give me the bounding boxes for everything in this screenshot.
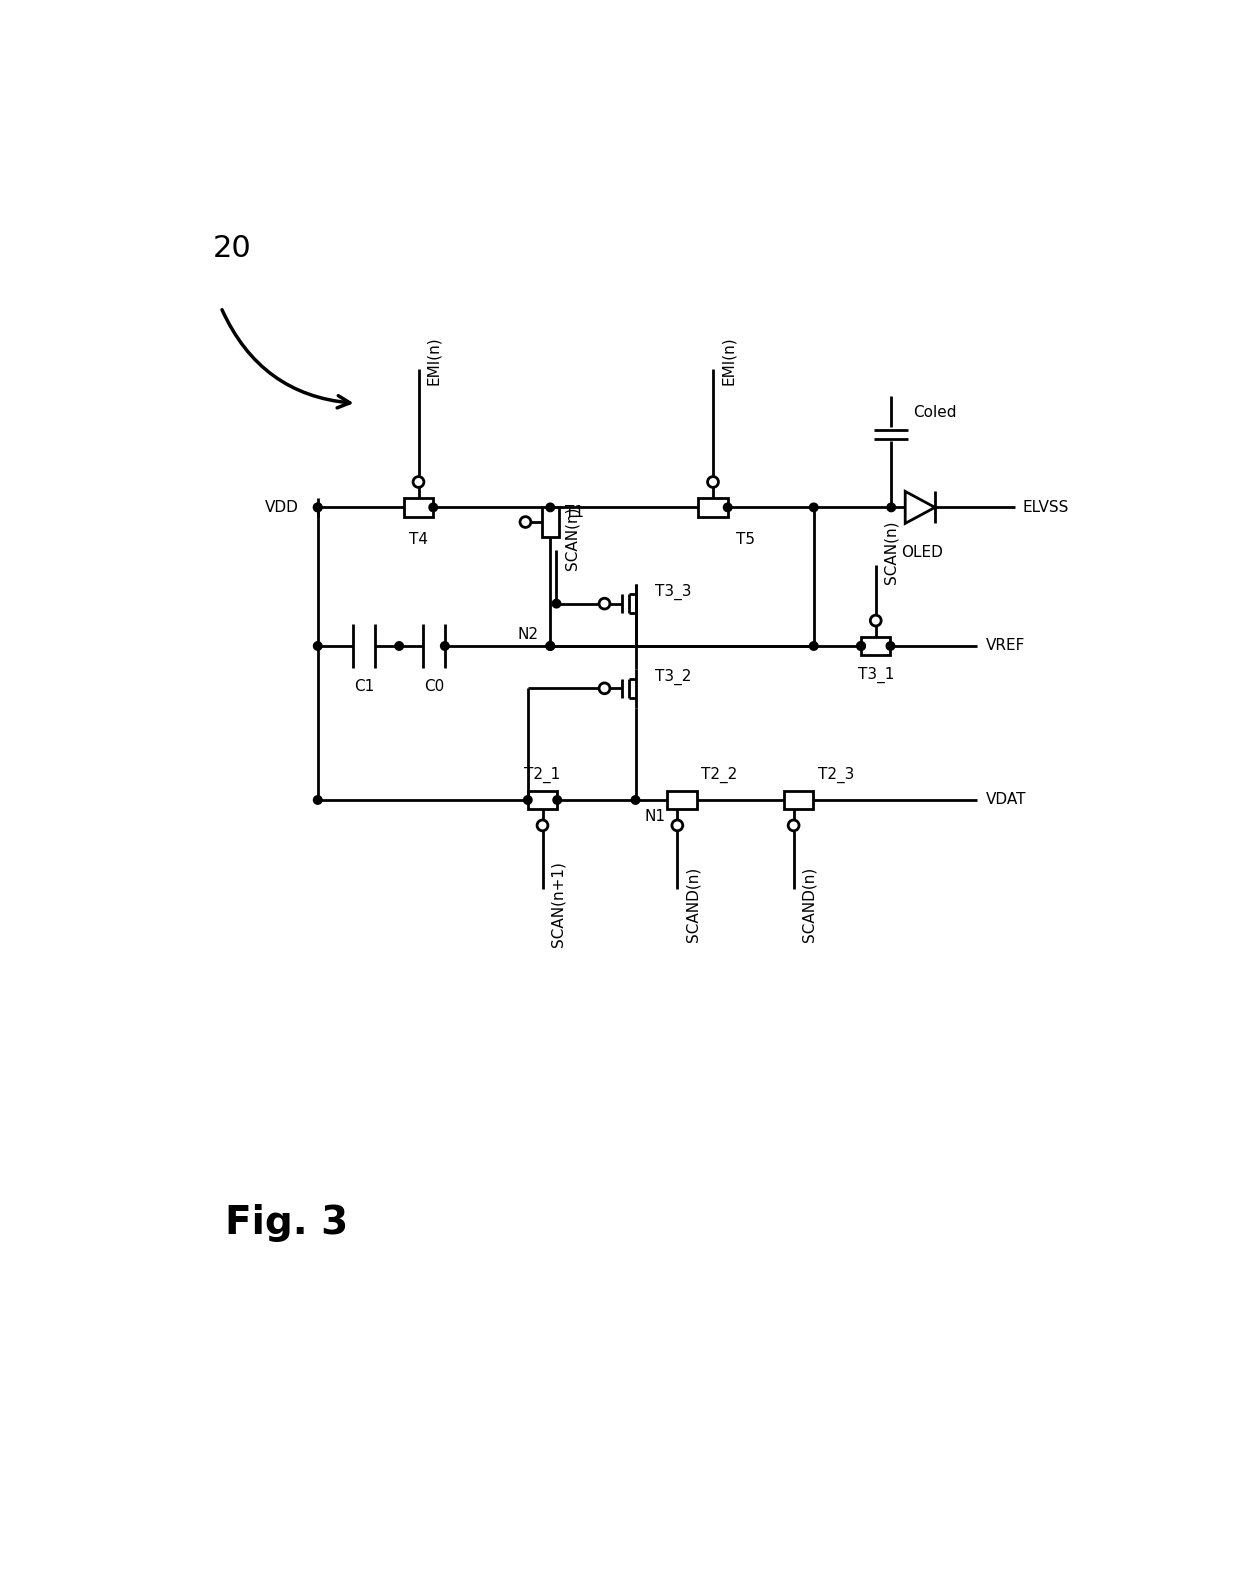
Text: VREF: VREF xyxy=(986,638,1025,654)
Text: SCAND(n): SCAND(n) xyxy=(801,867,816,942)
Bar xyxy=(667,791,697,810)
Circle shape xyxy=(857,641,866,651)
Bar xyxy=(542,508,559,536)
Text: N2: N2 xyxy=(517,627,538,641)
Circle shape xyxy=(429,503,438,512)
Text: EMI(n): EMI(n) xyxy=(427,337,441,385)
Text: SCAN(n): SCAN(n) xyxy=(564,506,579,570)
Circle shape xyxy=(887,641,895,651)
Circle shape xyxy=(546,503,554,512)
Circle shape xyxy=(810,641,818,651)
Circle shape xyxy=(537,819,548,831)
Circle shape xyxy=(546,641,554,651)
Circle shape xyxy=(870,616,882,625)
Bar xyxy=(698,498,728,517)
Text: EMI(n): EMI(n) xyxy=(720,337,735,385)
Circle shape xyxy=(546,641,554,651)
Circle shape xyxy=(553,796,562,803)
Text: T2_3: T2_3 xyxy=(817,767,854,783)
Circle shape xyxy=(599,683,610,694)
Circle shape xyxy=(523,796,532,803)
Circle shape xyxy=(440,641,449,651)
Text: SCAND(n): SCAND(n) xyxy=(684,867,701,942)
Text: SCAN(n): SCAN(n) xyxy=(883,520,899,584)
FancyArrowPatch shape xyxy=(222,310,350,407)
Circle shape xyxy=(631,796,640,803)
Circle shape xyxy=(314,503,322,512)
Circle shape xyxy=(723,503,732,512)
Text: VDD: VDD xyxy=(264,500,299,515)
Circle shape xyxy=(672,819,683,831)
Circle shape xyxy=(599,598,610,609)
Text: T3_1: T3_1 xyxy=(858,667,894,684)
Circle shape xyxy=(314,796,322,803)
Circle shape xyxy=(520,517,531,527)
Circle shape xyxy=(314,503,322,512)
Text: SCAN(n+1): SCAN(n+1) xyxy=(551,861,565,947)
Circle shape xyxy=(708,477,718,487)
Text: T4: T4 xyxy=(409,533,428,547)
Text: T2_2: T2_2 xyxy=(702,767,738,783)
Text: N1: N1 xyxy=(645,810,666,824)
Circle shape xyxy=(394,641,403,651)
Text: Fig. 3: Fig. 3 xyxy=(224,1204,348,1243)
Text: OLED: OLED xyxy=(901,544,944,560)
Text: ELVSS: ELVSS xyxy=(1023,500,1069,515)
Bar xyxy=(404,498,433,517)
Circle shape xyxy=(413,477,424,487)
Circle shape xyxy=(552,600,560,608)
Circle shape xyxy=(887,503,895,512)
Circle shape xyxy=(857,641,866,651)
Bar xyxy=(784,791,813,810)
Text: C0: C0 xyxy=(424,678,444,694)
Bar xyxy=(861,636,890,655)
Text: Coled: Coled xyxy=(913,406,956,420)
Circle shape xyxy=(789,819,799,831)
Text: T5: T5 xyxy=(737,533,755,547)
Text: C1: C1 xyxy=(355,678,374,694)
Bar xyxy=(528,791,557,810)
Text: T2_1: T2_1 xyxy=(525,767,560,783)
Circle shape xyxy=(810,503,818,512)
Text: T1: T1 xyxy=(565,504,584,520)
Text: T3_3: T3_3 xyxy=(655,584,692,600)
Text: 20: 20 xyxy=(213,234,252,263)
Circle shape xyxy=(314,641,322,651)
Text: VDAT: VDAT xyxy=(986,792,1027,808)
Text: T3_2: T3_2 xyxy=(655,668,691,684)
